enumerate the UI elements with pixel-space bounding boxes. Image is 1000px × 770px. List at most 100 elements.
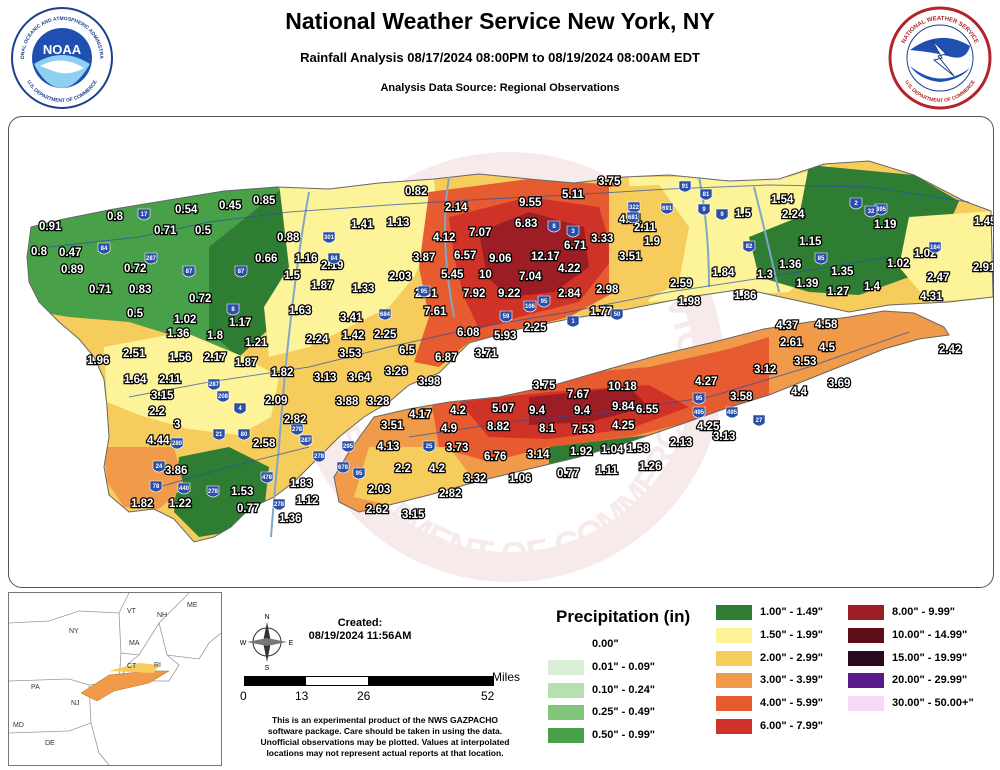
highway-shield: 287	[207, 378, 221, 391]
observation-label: 2.47	[927, 272, 949, 284]
scale-bar: 0 13 26 52 Miles	[236, 668, 536, 708]
highway-shield-number: 32	[868, 209, 875, 215]
observation-label: 1.41	[351, 219, 374, 231]
highway-shield: 478	[260, 471, 274, 484]
legend-label: 0.50" - 0.99"	[592, 729, 656, 742]
highway-shield: 4	[233, 402, 247, 415]
observation-label: 6.5	[399, 345, 416, 357]
highway-shield: 495	[692, 406, 706, 419]
observation-label: 3.64	[348, 372, 371, 384]
observation-label: 5.45	[441, 269, 464, 281]
observation-label: 3.98	[418, 376, 441, 388]
highway-shield-number: 495	[694, 410, 705, 416]
observation-label: 2.14	[445, 202, 468, 214]
observation-label: 5.07	[492, 403, 514, 415]
observation-label: 1.17	[229, 317, 251, 329]
highway-shield: 17	[137, 208, 151, 221]
observation-label: 2.03	[389, 271, 411, 283]
observation-label: 1.64	[124, 374, 147, 386]
observation-label: 1.82	[271, 367, 293, 379]
legend-title: Precipitation (in)	[556, 607, 691, 626]
legend-label: 20.00" - 29.99"	[892, 674, 968, 687]
highway-shield-number: 4	[238, 406, 242, 412]
highway-shield: 278	[312, 450, 326, 463]
observation-labels: 0.910.80.54 0.45 0.850.71 0.50.8 0.470.89 0.7…	[30, 175, 993, 527]
highway-shield-number: 301	[324, 235, 335, 241]
observation-label: 2.03	[368, 484, 390, 496]
observation-label: 2.58	[253, 438, 276, 450]
legend-swatch	[716, 673, 752, 689]
observation-label: 0.88	[277, 232, 300, 244]
observation-label: 4.13	[377, 441, 399, 453]
observation-label: 2.59	[670, 278, 692, 290]
highway-shield: 95	[537, 295, 551, 308]
observation-label: 1.58	[627, 443, 650, 455]
observation-label: 2.98	[596, 284, 619, 296]
observation-label: 1.42	[342, 330, 364, 342]
nws-logo: NATIONAL WEATHER SERVICE U.S. DEPARTMENT…	[888, 6, 992, 110]
observation-label: 6.08	[457, 327, 480, 339]
legend-swatch	[716, 719, 752, 734]
highway-shield: 9	[715, 208, 729, 221]
highway-shield: 1	[566, 315, 580, 328]
observation-label: 1.27	[827, 286, 849, 298]
legend-swatch	[548, 682, 584, 698]
observation-label: 1.36	[167, 328, 189, 340]
highway-shield-number: 184	[930, 245, 941, 251]
observation-label: 1.9	[644, 236, 660, 248]
observation-label: 3.53	[794, 356, 816, 368]
observation-label: 0.83	[129, 284, 151, 296]
highway-shield-number: 21	[216, 432, 223, 438]
observation-label: 2.82	[284, 414, 306, 426]
observation-label: 12.17	[531, 251, 560, 263]
inset-label-pa: PA	[31, 684, 40, 691]
disclaimer-line: Unofficial observations may be plotted. …	[260, 737, 510, 747]
highway-shield: 95	[692, 392, 706, 405]
observation-label: 0.91	[39, 221, 62, 233]
rainfall-map[interactable]: NATIONAL WEATHER SERVICE DEPARTMENT OF C…	[8, 116, 994, 588]
observation-label: 4.9	[441, 423, 457, 435]
highway-shield-number: 278	[274, 502, 285, 508]
observation-label: 3	[174, 419, 180, 431]
observation-label: 1.4	[864, 281, 881, 293]
highway-shield: 80	[237, 428, 251, 441]
highway-shield-number: 681	[628, 215, 639, 221]
observation-label: 3.87	[413, 252, 435, 264]
inset-label-ri: RI	[154, 662, 161, 669]
observation-label: 3.41	[340, 312, 363, 324]
observation-label: 0.77	[557, 468, 579, 480]
highway-shield: 25	[422, 440, 436, 453]
observation-label: 3.28	[367, 396, 390, 408]
map-subtitle: Rainfall Analysis 08/17/2024 08:00PM to …	[300, 50, 700, 65]
highway-shield: 278	[272, 498, 286, 511]
legend-label: 0.00"	[592, 638, 619, 650]
observation-label: 1.02	[887, 258, 909, 270]
observation-label: 3.26	[385, 366, 407, 378]
created-timestamp: 08/19/2024 11:56AM	[308, 630, 412, 642]
observation-label: 1.36	[779, 259, 801, 271]
highway-shield: 691	[660, 202, 674, 215]
observation-label: 1.21	[245, 337, 268, 349]
inset-label-md: MD	[13, 722, 24, 729]
observation-label: 0.54	[175, 204, 198, 216]
highway-shield-number: 80	[241, 432, 248, 438]
highway-shield: 95	[352, 467, 366, 480]
rivers	[270, 176, 780, 538]
observation-label: 1.33	[352, 283, 374, 295]
observation-label: 1.83	[290, 478, 312, 490]
highway-shield: 440	[177, 482, 191, 495]
observation-label: 1.36	[279, 513, 301, 525]
highway-shield: 684	[378, 308, 392, 321]
observation-label: 6.55	[636, 404, 659, 416]
highway-shield: 8	[547, 220, 561, 233]
legend-label: 6.00" - 7.99"	[760, 720, 824, 732]
inset-label-nh: NH	[157, 612, 167, 619]
scale-tick-26: 26	[357, 689, 371, 703]
observation-label: 1.39	[796, 278, 818, 290]
legend-swatch	[548, 728, 584, 744]
legend-swatch	[548, 705, 584, 721]
observation-label: 6.76	[484, 451, 506, 463]
observation-label: 4.58	[815, 319, 838, 331]
observation-label: 2.61	[780, 337, 803, 349]
